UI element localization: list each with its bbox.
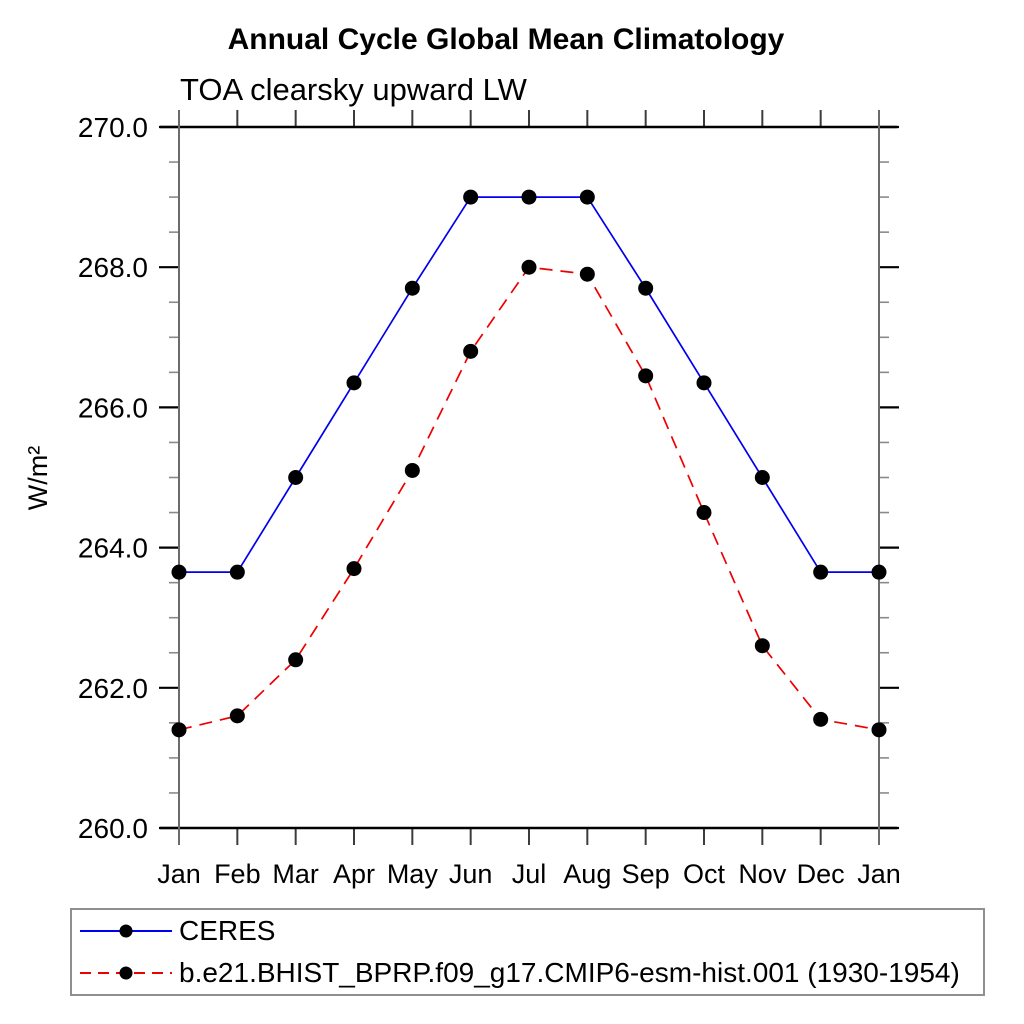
x-tick-label: Jul <box>512 859 547 889</box>
x-tick-label: Jan <box>157 859 201 889</box>
x-tick-label: Apr <box>333 859 375 889</box>
model-data-point-dot <box>696 505 712 521</box>
ceres-data-point-dot <box>813 564 829 580</box>
x-tick-label: Feb <box>214 859 261 889</box>
ceres-data-point-dot <box>754 470 770 485</box>
x-tick-label: Jun <box>449 859 493 889</box>
model-data-point-dot <box>171 722 187 738</box>
model-data-point-dot <box>404 462 420 478</box>
ceres-data-point-dot <box>579 189 595 205</box>
model-data-point-dot <box>638 368 654 384</box>
model-data-point-dot <box>579 266 595 282</box>
ceres-data-point-dot <box>229 564 245 580</box>
y-tick-label: 268.0 <box>78 252 148 283</box>
legend-label-ceres: CERES <box>179 915 276 946</box>
ceres-data-point-dot <box>638 280 654 296</box>
x-tick-label: Sep <box>622 859 670 889</box>
x-tick-label: Nov <box>738 859 787 889</box>
ceres-data-point-dot <box>171 564 187 580</box>
ceres-legend-dot-icon <box>119 924 133 938</box>
ceres-line-marker <box>80 924 172 938</box>
x-tick-label: Jan <box>857 859 901 889</box>
ceres-data-point-dot <box>404 280 420 296</box>
legend-item-model: b.e21.BHIST_BPRP.f09_g17.CMIP6-esm-hist.… <box>78 952 983 994</box>
y-tick-label: 260.0 <box>78 813 148 844</box>
plot-generated: 260.0 262.0 264.0 266.0 268.0 270.0 Jan Feb Mar A… <box>78 110 901 889</box>
chart-title: Annual Cycle Global Mean Climatology <box>228 23 785 56</box>
model-legend-dot-icon <box>119 966 133 980</box>
ceres-data-point-dot <box>696 375 712 391</box>
y-tick-label: 266.0 <box>78 392 148 423</box>
model-data-point-dot <box>813 711 829 727</box>
model-data-point-dot <box>229 708 245 724</box>
model-data-point-dot <box>463 343 479 359</box>
y-tick-label: 264.0 <box>78 533 148 564</box>
ceres-data-point-dot <box>463 189 479 205</box>
model-data-point-dot <box>288 652 304 668</box>
model-data-point-dot <box>754 638 770 654</box>
x-tick-label: May <box>387 859 439 889</box>
model-data-point-dot <box>521 259 537 275</box>
ceres-data-point-dot <box>346 375 362 391</box>
x-tick-label: Aug <box>563 859 611 889</box>
chart-subtitle: TOA clearsky upward LW <box>180 72 528 107</box>
model-data-point-dot <box>346 561 362 577</box>
ceres-data-point-dot <box>521 189 537 205</box>
ceres-series-line <box>179 196 879 573</box>
x-tick-label: Mar <box>272 859 319 889</box>
x-tick-label: Oct <box>683 859 726 889</box>
model-series-line <box>178 266 880 731</box>
y-tick-label: 262.0 <box>78 673 148 704</box>
legend-box: CERES b.e21.BHIST_BPRP.f09_g17.CMIP6-esm… <box>70 908 985 996</box>
ceres-data-point-dot <box>288 470 304 485</box>
y-tick-label: 270.0 <box>78 112 148 143</box>
legend-label-model: b.e21.BHIST_BPRP.f09_g17.CMIP6-esm-hist.… <box>179 957 960 988</box>
model-data-point-dot <box>871 722 887 738</box>
y-axis-label: W/m² <box>23 446 53 510</box>
x-tick-label: Dec <box>797 859 845 889</box>
ceres-data-point-dot <box>871 564 887 580</box>
model-line-marker <box>80 966 172 980</box>
legend-item-ceres: CERES <box>78 910 983 952</box>
